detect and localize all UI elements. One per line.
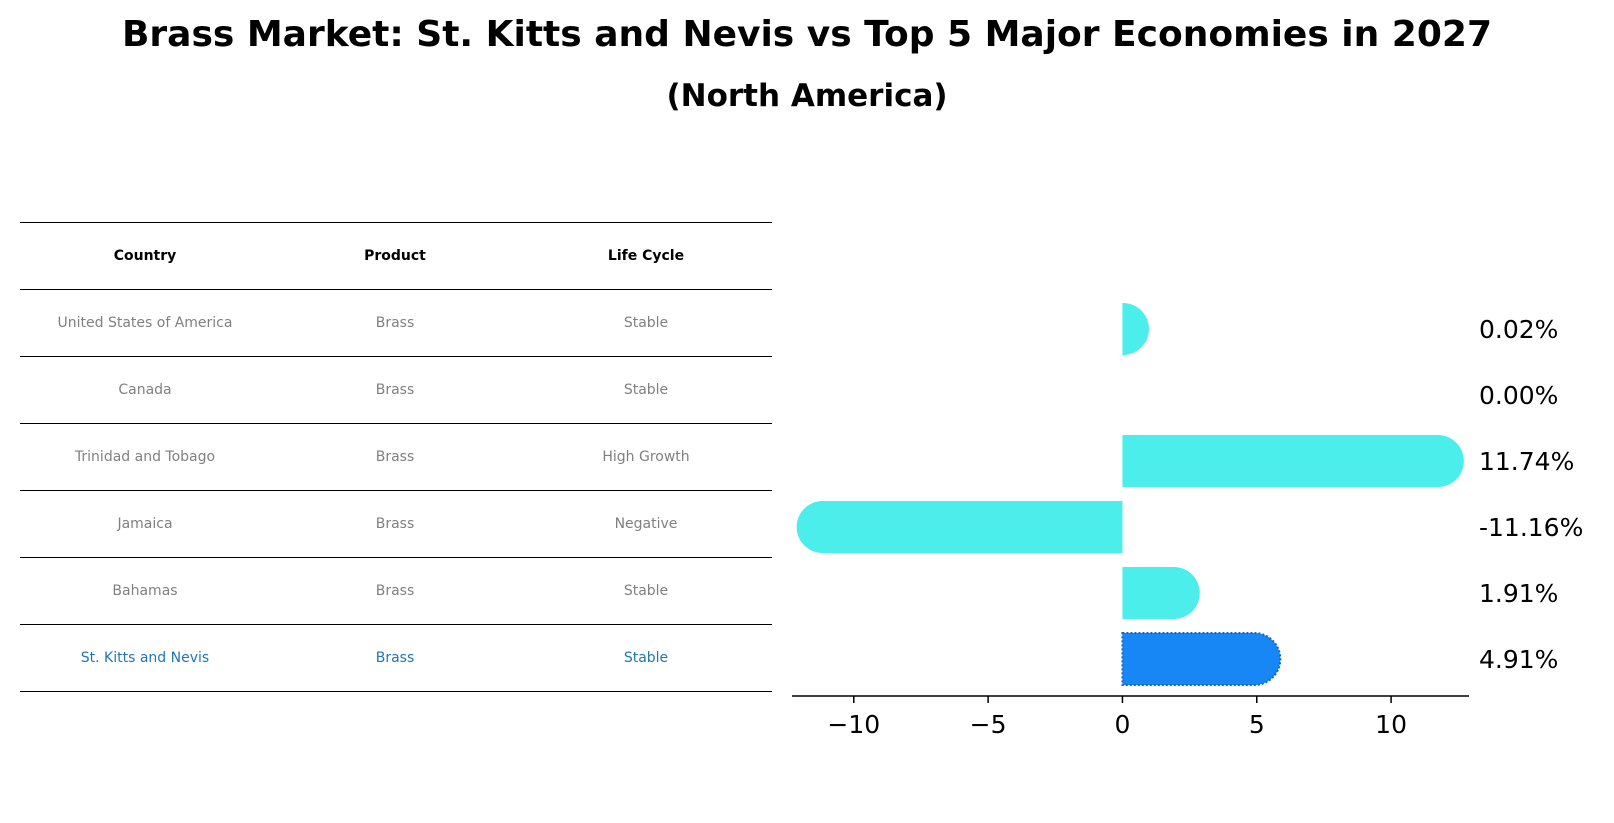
x-tick-label-1: −10	[827, 710, 880, 739]
cell-product: Brass	[375, 382, 415, 398]
value-label-4: -11.16%	[1479, 513, 1583, 542]
cell-product: Brass	[375, 650, 415, 666]
header-life-cycle: Life Cycle	[607, 248, 685, 264]
cell-product: Brass	[375, 315, 415, 331]
chart-subtitle: (North America)	[666, 78, 948, 114]
cell-life-cycle: Negative	[614, 516, 678, 532]
table-row: Trinidad and Tobago Brass High Growth	[20, 423, 772, 490]
value-label-1: 0.02%	[1479, 315, 1558, 344]
bar-5	[1122, 567, 1200, 619]
cell-country: Jamaica	[117, 516, 173, 532]
cell-product: Brass	[375, 516, 415, 532]
value-label-2: 0.00%	[1479, 381, 1558, 410]
cell-product: Brass	[375, 449, 415, 465]
cell-life-cycle: Stable	[623, 382, 669, 398]
cell-country: Trinidad and Tobago	[74, 449, 216, 465]
table-row: United States of America Brass Stable	[20, 289, 772, 356]
table-row: Canada Brass Stable	[20, 356, 772, 423]
value-label-6: 4.91%	[1479, 645, 1558, 674]
cell-product: Brass	[375, 583, 415, 599]
bar-4	[796, 501, 1123, 553]
value-label-5: 1.91%	[1479, 579, 1558, 608]
cell-life-cycle: Stable	[623, 315, 669, 331]
cell-country: St. Kitts and Nevis	[80, 650, 210, 666]
cell-country: Canada	[118, 382, 172, 398]
cell-life-cycle: Stable	[623, 583, 669, 599]
table-row: Bahamas Brass Stable	[20, 557, 772, 624]
cell-country: United States of America	[57, 315, 233, 331]
table-row-highlighted: St. Kitts and Nevis Brass Stable	[20, 624, 772, 692]
cell-life-cycle: Stable	[623, 650, 669, 666]
cell-life-cycle: High Growth	[602, 449, 690, 465]
table-row: Jamaica Brass Negative	[20, 490, 772, 557]
country-table: Country Product Life Cycle United States…	[20, 222, 772, 692]
x-tick-label-3: 0	[1114, 710, 1130, 739]
table-header-row: Country Product Life Cycle	[20, 222, 772, 289]
header-country: Country	[113, 248, 177, 264]
cell-country: Bahamas	[112, 583, 178, 599]
bar-6	[1121, 632, 1282, 686]
bar-3	[1122, 435, 1464, 487]
value-label-3: 11.74%	[1479, 447, 1574, 476]
header-product: Product	[364, 248, 426, 264]
bar-1	[1122, 303, 1149, 355]
x-tick-label-5: 10	[1375, 710, 1407, 739]
x-tick-label-2: −5	[970, 710, 1007, 739]
chart-title: Brass Market: St. Kitts and Nevis vs Top…	[121, 14, 1493, 55]
x-tick-label-4: 5	[1249, 710, 1265, 739]
